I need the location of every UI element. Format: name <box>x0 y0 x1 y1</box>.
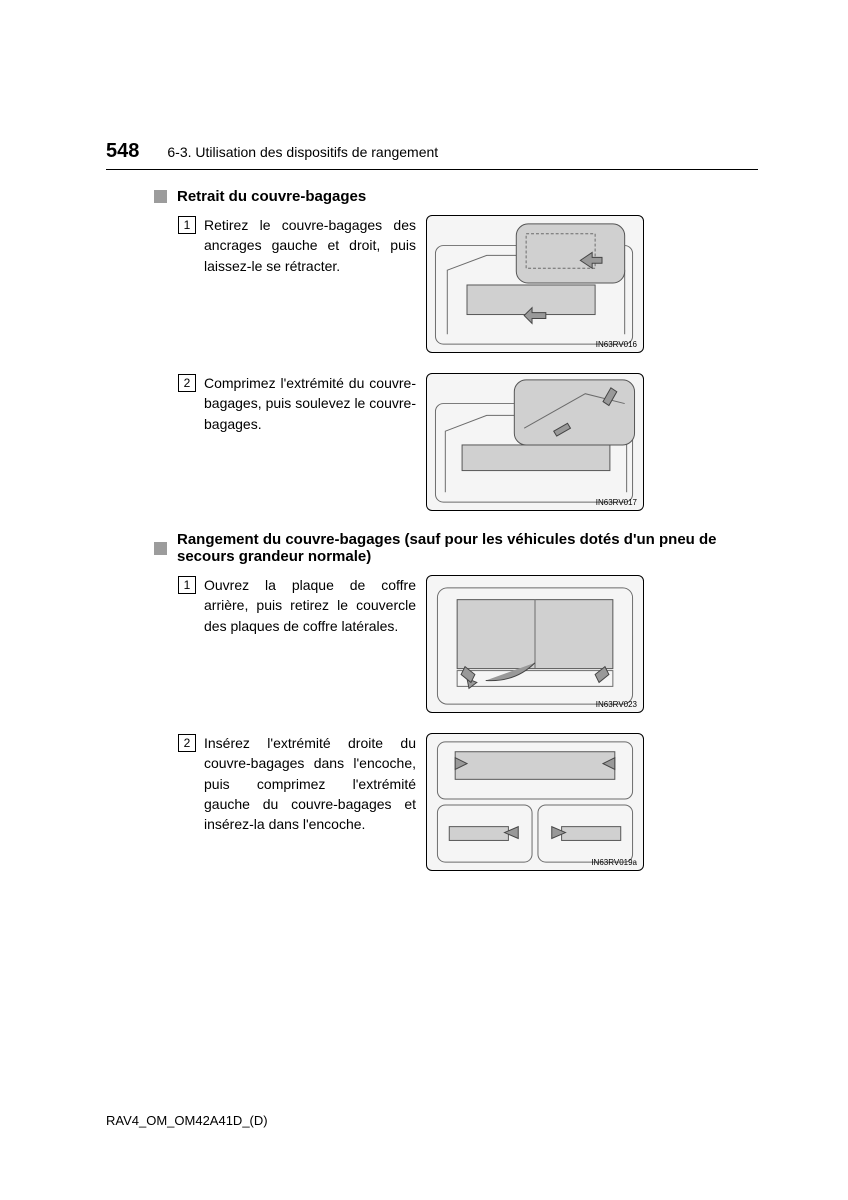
page-content: 548 6-3. Utilisation des dispositifs de … <box>0 0 848 871</box>
step-row: 1 Ouvrez la plaque de coffre arrière, pu… <box>178 575 758 713</box>
heading-text: Retrait du couvre-bagages <box>177 188 366 205</box>
section-rangement: Rangement du couvre-bagages (sauf pour l… <box>154 531 758 871</box>
step-text: Retirez le couvre-bagages des ancrages g… <box>204 215 416 276</box>
image-id: IN63RV023 <box>596 700 637 709</box>
step-left: 1 Retirez le couvre-bagages des ancrages… <box>178 215 416 353</box>
bullet-square-icon <box>154 190 167 203</box>
step-text: Ouvrez la plaque de coffre arrière, puis… <box>204 575 416 636</box>
step-left: 1 Ouvrez la plaque de coffre arrière, pu… <box>178 575 416 713</box>
page-header: 548 6-3. Utilisation des dispositifs de … <box>106 140 758 170</box>
illustration: IN63RV016 <box>426 215 644 353</box>
step-row: 2 Insérez l'extrémité droite du couvre-b… <box>178 733 758 871</box>
page-number: 548 <box>106 140 139 163</box>
bullet-square-icon <box>154 542 167 555</box>
illustration: IN63RV017 <box>426 373 644 511</box>
step-text: Insérez l'extrémité droite du couvre-bag… <box>204 733 416 834</box>
footer-doc-id: RAV4_OM_OM42A41D_(D) <box>106 1113 268 1128</box>
section-heading: Retrait du couvre-bagages <box>154 188 758 205</box>
step-text: Comprimez l'extrémité du couvre-bagages,… <box>204 373 416 434</box>
breadcrumb: 6-3. Utilisation des dispositifs de rang… <box>167 144 438 160</box>
image-id: IN63RV016 <box>596 340 637 349</box>
section-heading: Rangement du couvre-bagages (sauf pour l… <box>154 531 758 565</box>
step-number-box: 1 <box>178 576 196 594</box>
step-row: 1 Retirez le couvre-bagages des ancrages… <box>178 215 758 353</box>
illustration: IN63RV019a <box>426 733 644 871</box>
step-left: 2 Insérez l'extrémité droite du couvre-b… <box>178 733 416 871</box>
heading-text: Rangement du couvre-bagages (sauf pour l… <box>177 531 758 565</box>
step-number-box: 2 <box>178 734 196 752</box>
step-number-box: 1 <box>178 216 196 234</box>
illustration: IN63RV023 <box>426 575 644 713</box>
section-retrait: Retrait du couvre-bagages 1 Retirez le c… <box>154 188 758 511</box>
image-id: IN63RV017 <box>596 498 637 507</box>
step-left: 2 Comprimez l'extrémité du couvre-bagage… <box>178 373 416 511</box>
image-id: IN63RV019a <box>591 858 637 867</box>
step-number-box: 2 <box>178 374 196 392</box>
step-row: 2 Comprimez l'extrémité du couvre-bagage… <box>178 373 758 511</box>
